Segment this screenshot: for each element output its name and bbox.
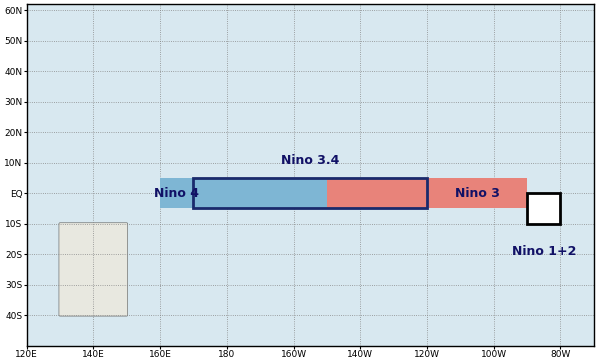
Bar bbox=[160, 178, 327, 208]
Bar bbox=[527, 193, 560, 224]
Text: Nino 3: Nino 3 bbox=[454, 187, 499, 200]
Bar bbox=[193, 178, 427, 208]
Bar bbox=[327, 178, 527, 208]
Text: Nino 3.4: Nino 3.4 bbox=[281, 154, 340, 167]
Text: Nino 4: Nino 4 bbox=[154, 187, 199, 200]
FancyBboxPatch shape bbox=[59, 223, 128, 316]
Text: Nino 1+2: Nino 1+2 bbox=[512, 245, 576, 258]
